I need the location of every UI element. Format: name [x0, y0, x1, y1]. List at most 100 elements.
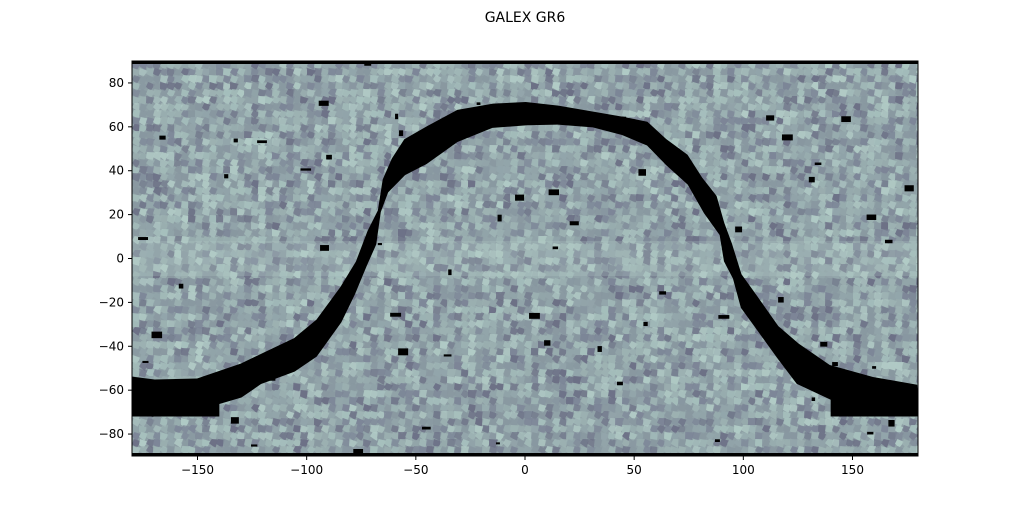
coverage-cell — [720, 82, 729, 91]
coverage-cell — [783, 110, 792, 119]
coverage-cell — [657, 103, 666, 112]
coverage-cell — [678, 131, 687, 140]
coverage-cell — [468, 201, 477, 210]
coverage-cell — [503, 173, 512, 182]
coverage-cell — [839, 82, 848, 91]
coverage-cell — [643, 180, 652, 189]
coverage-cell — [132, 166, 141, 175]
coverage-cell — [601, 187, 610, 196]
coverage-cell — [468, 166, 477, 175]
coverage-cell — [181, 159, 190, 168]
coverage-cell — [755, 145, 764, 154]
coverage-cell — [902, 131, 911, 140]
coverage-cell — [195, 110, 204, 119]
coverage-cell — [559, 180, 568, 189]
coverage-cell — [272, 96, 281, 105]
coverage-cell — [230, 159, 239, 168]
coverage-cell — [307, 110, 316, 119]
coverage-cell — [846, 201, 855, 210]
coverage-cell — [559, 152, 568, 161]
coverage-cell — [272, 159, 281, 168]
coverage-cell — [279, 201, 288, 210]
coverage-cell — [265, 152, 274, 161]
coverage-cell — [237, 159, 246, 168]
coverage-cell — [811, 96, 820, 105]
coverage-cell — [300, 145, 309, 154]
coverage-cell — [888, 145, 897, 154]
coverage-cell — [531, 145, 540, 154]
coverage-cell — [286, 82, 295, 91]
coverage-cell — [888, 68, 897, 77]
coverage-cell — [846, 75, 855, 84]
coverage-cell — [251, 159, 260, 168]
coverage-cell — [496, 201, 505, 210]
coverage-cell — [377, 145, 386, 154]
coverage-cell — [153, 82, 162, 91]
coverage-cell — [321, 124, 330, 133]
coverage-cell — [132, 173, 141, 182]
coverage-cell — [314, 201, 323, 210]
coverage-cell — [314, 187, 323, 196]
coverage-cell — [685, 145, 694, 154]
coverage-cell — [692, 110, 701, 119]
coverage-cell — [433, 89, 442, 98]
coverage-cell — [272, 180, 281, 189]
coverage-cell — [713, 103, 722, 112]
coverage-cell — [657, 166, 666, 175]
coverage-cell — [132, 75, 141, 84]
coverage-cell — [797, 131, 806, 140]
coverage-cell — [258, 180, 267, 189]
coverage-cell — [174, 117, 183, 126]
coverage-cell — [342, 152, 351, 161]
coverage-cell — [440, 201, 449, 210]
coverage-cell — [461, 215, 470, 224]
coverage-cell — [790, 166, 799, 175]
coverage-cell — [328, 159, 337, 168]
coverage-cell — [384, 89, 393, 98]
coverage-cell — [636, 103, 645, 112]
coverage-cell — [874, 110, 883, 119]
coverage-cell — [678, 82, 687, 91]
coverage-cell — [370, 208, 379, 217]
coverage-cell — [349, 180, 358, 189]
coverage-cell — [188, 89, 197, 98]
coverage-cell — [251, 187, 260, 196]
coverage-cell — [559, 187, 568, 196]
coverage-cell — [874, 103, 883, 112]
coverage-cell — [804, 201, 813, 210]
coverage-cell — [188, 110, 197, 119]
coverage-cell — [321, 180, 330, 189]
coverage-cell — [174, 96, 183, 105]
coverage-cell — [237, 89, 246, 98]
coverage-cell — [755, 166, 764, 175]
coverage-cell — [363, 103, 372, 112]
coverage-cell — [391, 68, 400, 77]
coverage-cell — [538, 145, 547, 154]
coverage-cell — [433, 187, 442, 196]
coverage-cell — [804, 89, 813, 98]
coverage-cell — [405, 68, 414, 77]
coverage-cell — [853, 187, 862, 196]
coverage-cell — [699, 75, 708, 84]
coverage-cell — [307, 194, 316, 203]
coverage-cell — [678, 103, 687, 112]
coverage-cell — [622, 138, 631, 147]
coverage-cell — [818, 117, 827, 126]
coverage-cell — [762, 145, 771, 154]
coverage-cell — [888, 82, 897, 91]
coverage-cell — [363, 152, 372, 161]
coverage-cell — [321, 96, 330, 105]
coverage-cell — [874, 138, 883, 147]
coverage-cell — [552, 75, 561, 84]
coverage-cell — [286, 75, 295, 84]
coverage-cell — [769, 131, 778, 140]
coverage-cell — [279, 145, 288, 154]
coverage-cell — [839, 68, 848, 77]
coverage-cell — [538, 124, 547, 133]
coverage-cell — [335, 180, 344, 189]
coverage-cell — [615, 96, 624, 105]
coverage-cell — [853, 103, 862, 112]
coverage-cell — [580, 96, 589, 105]
coverage-cell — [783, 103, 792, 112]
coverage-cell — [139, 180, 148, 189]
